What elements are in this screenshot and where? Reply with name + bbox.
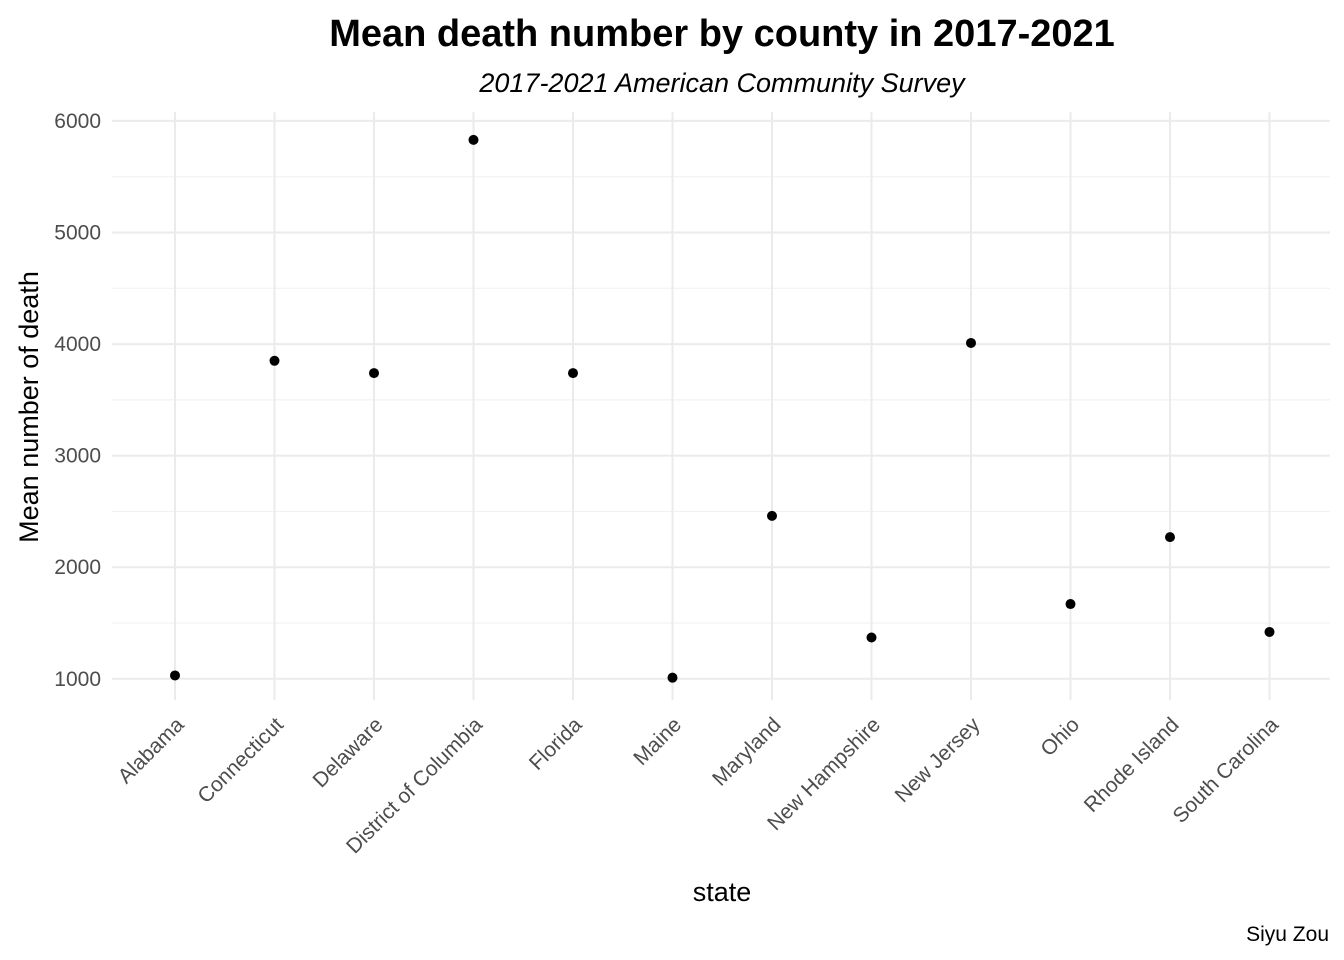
data-point xyxy=(170,670,180,681)
x-tick-label: Maine xyxy=(629,713,686,770)
data-point xyxy=(667,672,678,683)
x-tick-label: Ohio xyxy=(1036,713,1084,761)
x-tick-label: South Carolina xyxy=(1169,713,1284,828)
data-point xyxy=(269,355,280,366)
y-axis-ticks: 1000 2000 3000 4000 5000 6000 xyxy=(54,110,101,691)
x-tick-label: Connecticut xyxy=(193,713,288,808)
data-point xyxy=(1264,626,1275,637)
data-points xyxy=(170,134,1275,683)
x-axis-title: state xyxy=(693,877,752,907)
y-axis-title: Mean number of death xyxy=(14,271,44,543)
y-tick-label: 2000 xyxy=(54,556,101,579)
y-tick-label: 6000 xyxy=(54,110,101,133)
chart-subtitle: 2017-2021 American Community Survey xyxy=(478,68,966,98)
y-tick-label: 5000 xyxy=(54,222,101,245)
data-point xyxy=(1065,599,1076,610)
x-tick-label: Rhode Island xyxy=(1080,713,1184,817)
chart-caption: Siyu Zou xyxy=(1246,923,1329,946)
x-tick-label: Maryland xyxy=(708,713,785,790)
x-tick-label: Delaware xyxy=(309,713,388,792)
data-point xyxy=(468,134,479,145)
y-tick-label: 1000 xyxy=(54,668,101,691)
data-point xyxy=(966,337,976,348)
y-tick-label: 4000 xyxy=(54,333,101,356)
y-tick-label: 3000 xyxy=(54,445,101,468)
x-tick-label: New Jersey xyxy=(891,713,985,807)
x-tick-label: Alabama xyxy=(114,713,189,788)
data-point xyxy=(767,510,777,521)
data-point xyxy=(369,368,379,379)
chart-title: Mean death number by county in 2017-2021 xyxy=(329,13,1115,55)
data-point xyxy=(1165,532,1175,543)
data-point xyxy=(866,632,877,643)
data-point xyxy=(568,368,578,379)
x-tick-label: Florida xyxy=(525,713,587,775)
grid-lines xyxy=(112,112,1330,700)
